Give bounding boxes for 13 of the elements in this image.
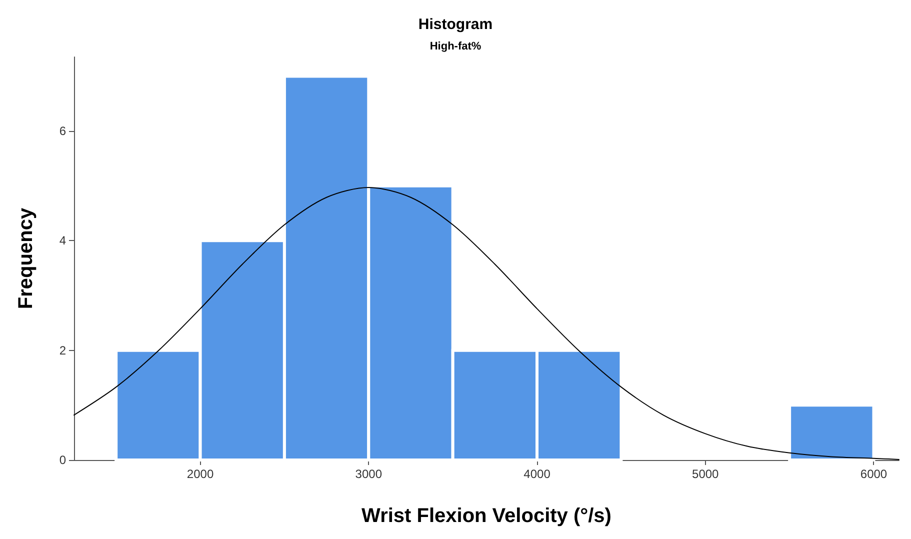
y-tick-label: 0 xyxy=(59,453,66,467)
chart-subtitle: High-fat% xyxy=(430,40,482,52)
chart-title: Histogram xyxy=(418,16,493,33)
x-axis-title: Wrist Flexion Velocity (°/s) xyxy=(362,505,612,527)
y-tick-label: 6 xyxy=(59,124,66,138)
y-axis-title: Frequency xyxy=(15,207,37,310)
x-tick-label: 6000 xyxy=(860,467,888,481)
x-tick-label: 4000 xyxy=(524,467,551,481)
y-tick-label: 4 xyxy=(59,234,66,248)
x-tick-label: 5000 xyxy=(692,467,720,481)
x-tick-label: 2000 xyxy=(186,467,214,481)
x-tick-label: 3000 xyxy=(355,467,382,481)
y-tick-label: 2 xyxy=(59,343,66,358)
